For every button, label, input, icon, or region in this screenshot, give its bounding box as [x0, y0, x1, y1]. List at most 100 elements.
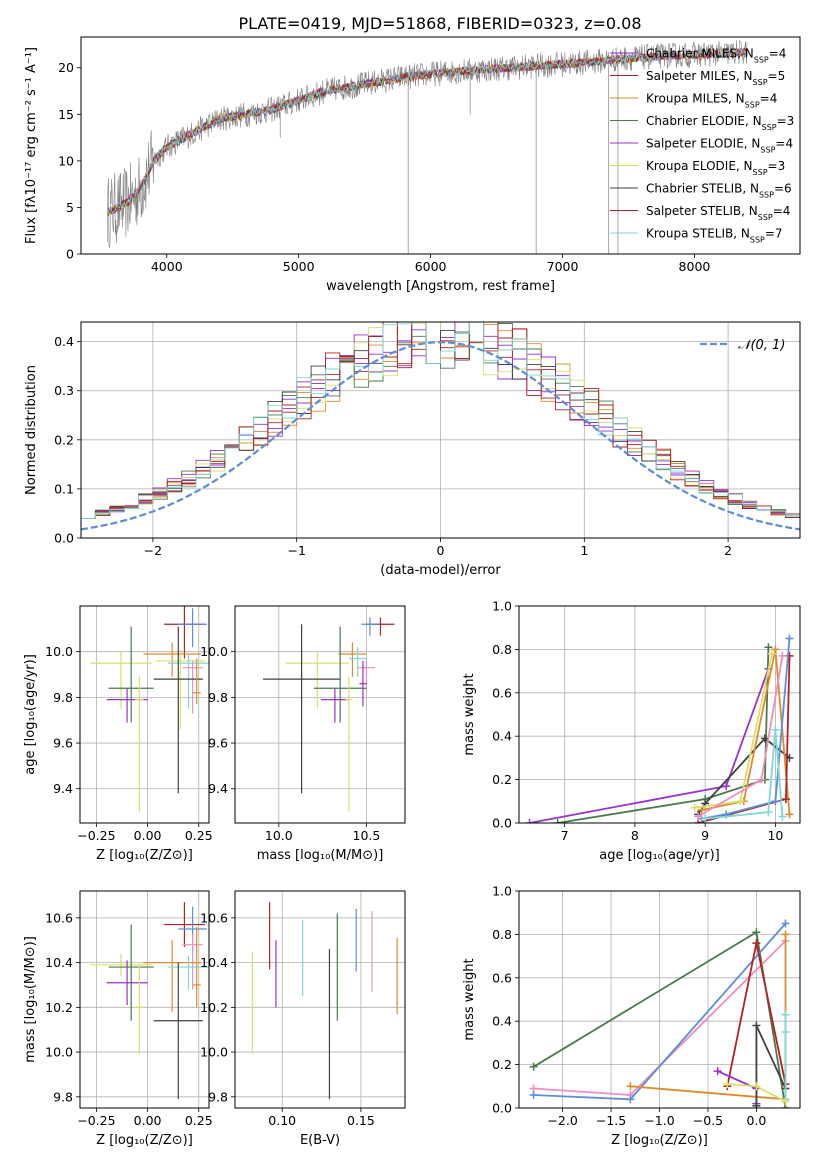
weight-marker: [752, 1101, 761, 1108]
y-tick-label: 5: [66, 200, 74, 215]
axes-frame: [79, 605, 210, 824]
y-axis-label: mass weight: [462, 958, 477, 1040]
y-tick-label: 0.4: [54, 334, 74, 349]
x-axis-label: (data-model)/error: [380, 563, 501, 578]
y-tick-label: 0.3: [54, 383, 74, 398]
x-tick-label: 2: [724, 543, 732, 558]
error-bar-point: [338, 642, 367, 677]
error-bar-point: [313, 626, 367, 723]
weight-marker: [752, 928, 761, 937]
plot-area: [106, 40, 748, 254]
legend-entry: Kroupa STELIB, NSSP=7: [646, 227, 783, 245]
legend-entry: Chabrier MILES, NSSP=4: [646, 47, 786, 65]
weight-marker: [771, 797, 780, 806]
weight-marker: [626, 1082, 635, 1091]
y-tick-label: 10.2: [45, 1000, 73, 1015]
error-bar-point: [182, 660, 203, 714]
x-axis-label: age [log₁₀(age/yr)]: [599, 848, 720, 863]
weight-marker: [529, 1090, 538, 1099]
weight-marker: [781, 919, 790, 928]
x-tick-label: 0.25: [185, 1113, 213, 1128]
weight-marker: [781, 1097, 790, 1106]
error-bar-point: [135, 676, 144, 812]
error-bar-point: [153, 962, 203, 1100]
x-tick-label: −2: [144, 543, 162, 558]
x-tick-label: −1.0: [644, 1113, 674, 1128]
y-tick-label: 1.0: [492, 884, 512, 899]
y-axis-label: Normed distribution: [24, 365, 39, 495]
legend-entry: Salpeter STELIB, NSSP=4: [646, 204, 790, 222]
chart-residuals: −2 −1 0 1 2 0.0 0.1 0.2 0.3 0.4 (data-model)/error…: [24, 321, 801, 578]
error-bar-point: [108, 924, 154, 1021]
x-tick-label: −0.5: [693, 1113, 723, 1128]
y-tick-label: 10.0: [200, 1045, 228, 1060]
axes-frame: [234, 890, 406, 1109]
x-tick-label: 10.5: [353, 828, 381, 843]
x-axis-label: E(B-V): [300, 1133, 340, 1148]
error-bar-point: [90, 953, 152, 977]
error-bar-point: [153, 626, 203, 794]
y-tick-label: 10.0: [200, 644, 228, 659]
x-tick-label: 5000: [283, 259, 315, 274]
error-bar-point: [182, 933, 203, 990]
x-tick-label: 4000: [151, 259, 183, 274]
y-tick-label: 0.0: [54, 531, 74, 546]
x-tick-label: 6000: [415, 259, 447, 274]
chart-age_vs_mass: 10.0 10.5 9.4 9.6 9.8 10.0 mass [log₁₀(M/M⊙)]: [200, 605, 406, 863]
x-axis-label: Z [log₁₀(Z/Z⊙)]: [96, 1133, 193, 1148]
plot-area: [90, 902, 209, 1100]
error-bar-point: [178, 608, 207, 648]
y-tick-label: 0.6: [492, 970, 512, 985]
weight-marker: [553, 819, 562, 823]
plot-area: [81, 322, 800, 531]
plot-area: [263, 617, 395, 812]
chart-mass_vs_ebv: 0.10 0.15 9.8 10.0 10.2 10.4 10.6 E(B-V): [200, 890, 406, 1148]
y-tick-label: 0.2: [54, 432, 74, 447]
x-axis-label: Z [log₁₀(Z/Z⊙)]: [611, 1133, 708, 1148]
legend-entry: 𝒩(0, 1): [738, 338, 785, 353]
y-tick-label: 0.2: [492, 1057, 512, 1072]
spectrum-model-line: [106, 47, 748, 217]
plot-area: [529, 919, 790, 1108]
y-tick-label: 9.8: [53, 1089, 73, 1104]
x-tick-label: 0.15: [347, 1113, 375, 1128]
y-tick-label: 0.8: [492, 927, 512, 942]
axes-frame: [518, 890, 801, 1109]
plot-area: [251, 902, 398, 1100]
x-tick-label: 7000: [547, 259, 579, 274]
weight-marker: [778, 651, 787, 660]
error-bar-point: [263, 624, 341, 794]
chart-age_vs_Z: −0.25 0.00 0.25 9.4 9.6 9.8 10.0 Z [log₁₀(Z/Z⊙)…: [23, 605, 213, 863]
weight-marker: [785, 810, 794, 819]
error-bar-point: [163, 902, 205, 947]
x-tick-label: 0.10: [268, 1113, 296, 1128]
weight-marker: [781, 1010, 790, 1019]
weight-marker: [722, 782, 731, 791]
weight-marker: [764, 643, 773, 652]
weight-marker: [781, 930, 790, 939]
y-tick-label: 9.4: [53, 781, 73, 796]
x-tick-label: 0.00: [134, 1113, 162, 1128]
weight-marker: [785, 651, 794, 660]
weight-marker: [690, 803, 699, 812]
x-tick-label: 0.25: [185, 828, 213, 843]
x-tick-label: −1.5: [596, 1113, 626, 1128]
legend-entry: Kroupa MILES, NSSP=4: [646, 92, 777, 110]
weight-marker: [752, 1082, 761, 1091]
weight-marker: [778, 812, 787, 821]
legend-entry: Chabrier ELODIE, NSSP=3: [646, 114, 794, 132]
y-axis-label: mass [log₁₀(M/M⊙)]: [23, 936, 38, 1063]
x-tick-label: 0.00: [134, 828, 162, 843]
chart-weight_vs_age: 7 8 9 10 0.0 0.2 0.4 0.6 0.8 1.0 age [log₁₀(age/yr…: [462, 599, 801, 863]
error-bar-point: [348, 647, 367, 677]
y-axis-label: age [log₁₀(age/yr)]: [23, 654, 38, 775]
weight-series-line: [557, 647, 770, 823]
y-axis-label: Flux [fλ10⁻¹⁷ erg cm⁻² s⁻¹ A⁻¹]: [24, 47, 39, 244]
error-bar-point: [108, 626, 154, 723]
error-bar-point: [135, 962, 144, 1055]
plot-area: [90, 606, 209, 812]
x-tick-label: −0.25: [77, 1113, 115, 1128]
error-bar-point: [168, 955, 209, 990]
weight-marker: [626, 1095, 635, 1104]
